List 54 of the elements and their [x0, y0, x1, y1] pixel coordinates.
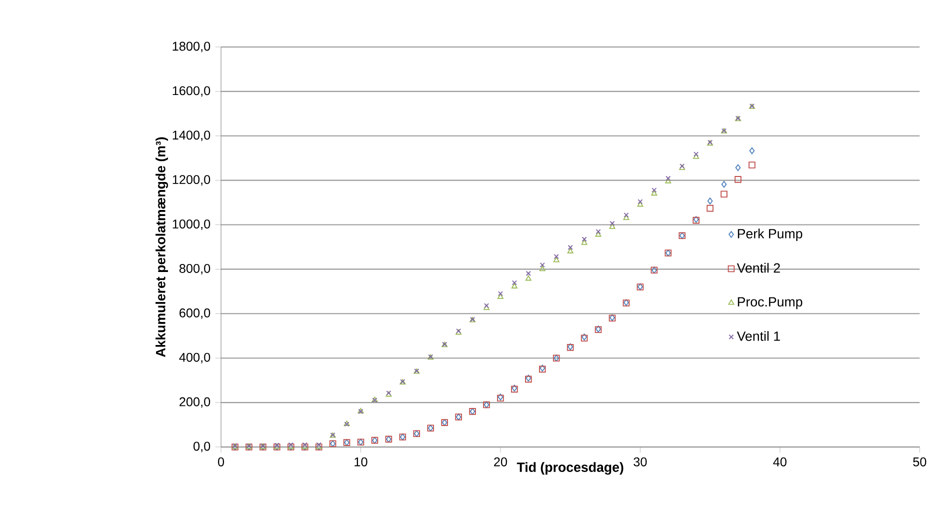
point — [540, 262, 545, 268]
point — [735, 164, 741, 172]
point — [596, 229, 601, 234]
x-axis-title: Tid (procesdage) — [516, 462, 624, 475]
point — [706, 204, 714, 212]
point — [553, 256, 560, 262]
point — [567, 248, 574, 254]
x-tick-label: 50 — [913, 457, 926, 466]
point — [526, 270, 531, 276]
y-tick-label: 1600,0 — [172, 86, 210, 97]
legend-label: Ventil 1 — [736, 331, 780, 341]
point — [497, 294, 504, 299]
point — [568, 244, 573, 250]
point — [707, 198, 713, 204]
legend-label: Proc.Pump — [738, 297, 802, 310]
y-tick-label: 600,0 — [180, 308, 210, 319]
point — [582, 236, 587, 242]
x-tick-label: 30 — [634, 457, 647, 466]
point — [651, 190, 658, 196]
x-tick-label: 40 — [773, 457, 786, 466]
point — [721, 180, 727, 188]
point — [609, 224, 616, 229]
y-axis-title: Akkumuleret perkolatmængde (m³) — [156, 137, 168, 358]
point — [734, 176, 742, 183]
y-tick-label: 1800,0 — [172, 42, 210, 52]
y-tick-label: 400,0 — [179, 352, 210, 364]
point — [610, 220, 615, 226]
point — [720, 190, 728, 198]
point — [595, 231, 602, 237]
point — [623, 214, 630, 220]
x-tick-label: 0 — [218, 457, 224, 466]
point — [554, 254, 559, 260]
point — [652, 188, 657, 193]
y-tick-label: 1200,0 — [172, 175, 210, 186]
point — [748, 162, 756, 168]
point — [666, 176, 671, 181]
legend-label: Perk Pump — [738, 228, 802, 242]
point — [498, 291, 504, 296]
point — [624, 212, 629, 218]
y-tick-label: 800,0 — [179, 264, 210, 274]
y-tick-label: 1000,0 — [172, 220, 210, 230]
point — [638, 199, 643, 204]
legend-label: Ventil 2 — [736, 262, 780, 273]
x-tick-label: 20 — [494, 457, 508, 466]
point — [749, 147, 755, 154]
point — [525, 275, 532, 281]
point — [539, 266, 546, 272]
y-tick-label: 0,0 — [194, 442, 210, 452]
x-tick-label: 10 — [354, 457, 368, 466]
point — [511, 283, 518, 288]
point — [512, 280, 517, 286]
point — [581, 240, 588, 245]
y-tick-label: 200,0 — [180, 397, 210, 408]
y-tick-label: 1400,0 — [172, 130, 210, 142]
